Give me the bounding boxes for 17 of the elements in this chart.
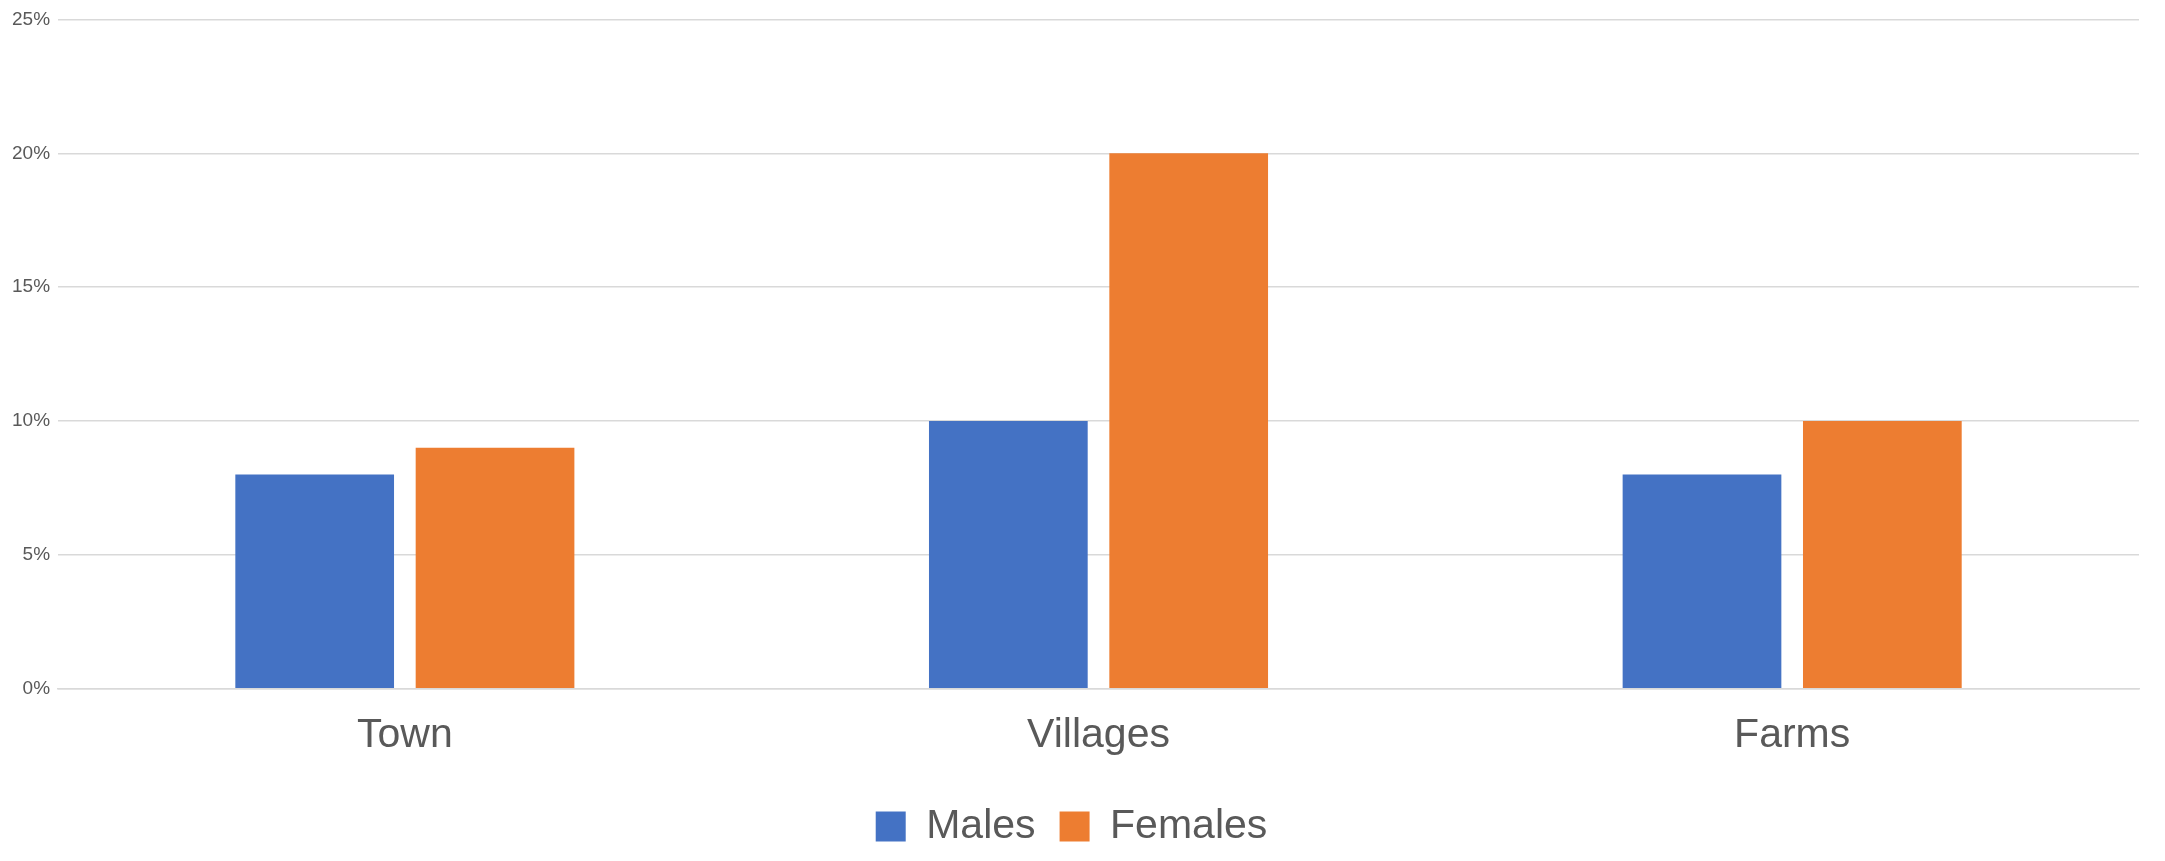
bar: [1802, 421, 1962, 689]
bar: [928, 421, 1088, 689]
bar: [415, 447, 575, 689]
y-tick-label: 0%: [22, 677, 51, 699]
bar: [1622, 474, 1782, 689]
y-tick-label: 20%: [12, 141, 51, 163]
y-tick-label: 5%: [22, 543, 51, 565]
y-tick-label: 25%: [12, 7, 51, 29]
legend-label: Males: [926, 800, 1036, 847]
bar: [1109, 153, 1269, 689]
y-tick-label: 10%: [12, 409, 51, 431]
y-tick-label: 15%: [12, 275, 51, 297]
legend-label: Females: [1110, 800, 1268, 847]
x-tick-label: Villages: [1027, 709, 1170, 756]
x-tick-label: Farms: [1734, 709, 1851, 756]
bar: [235, 474, 395, 689]
x-tick-label: Town: [357, 709, 453, 756]
